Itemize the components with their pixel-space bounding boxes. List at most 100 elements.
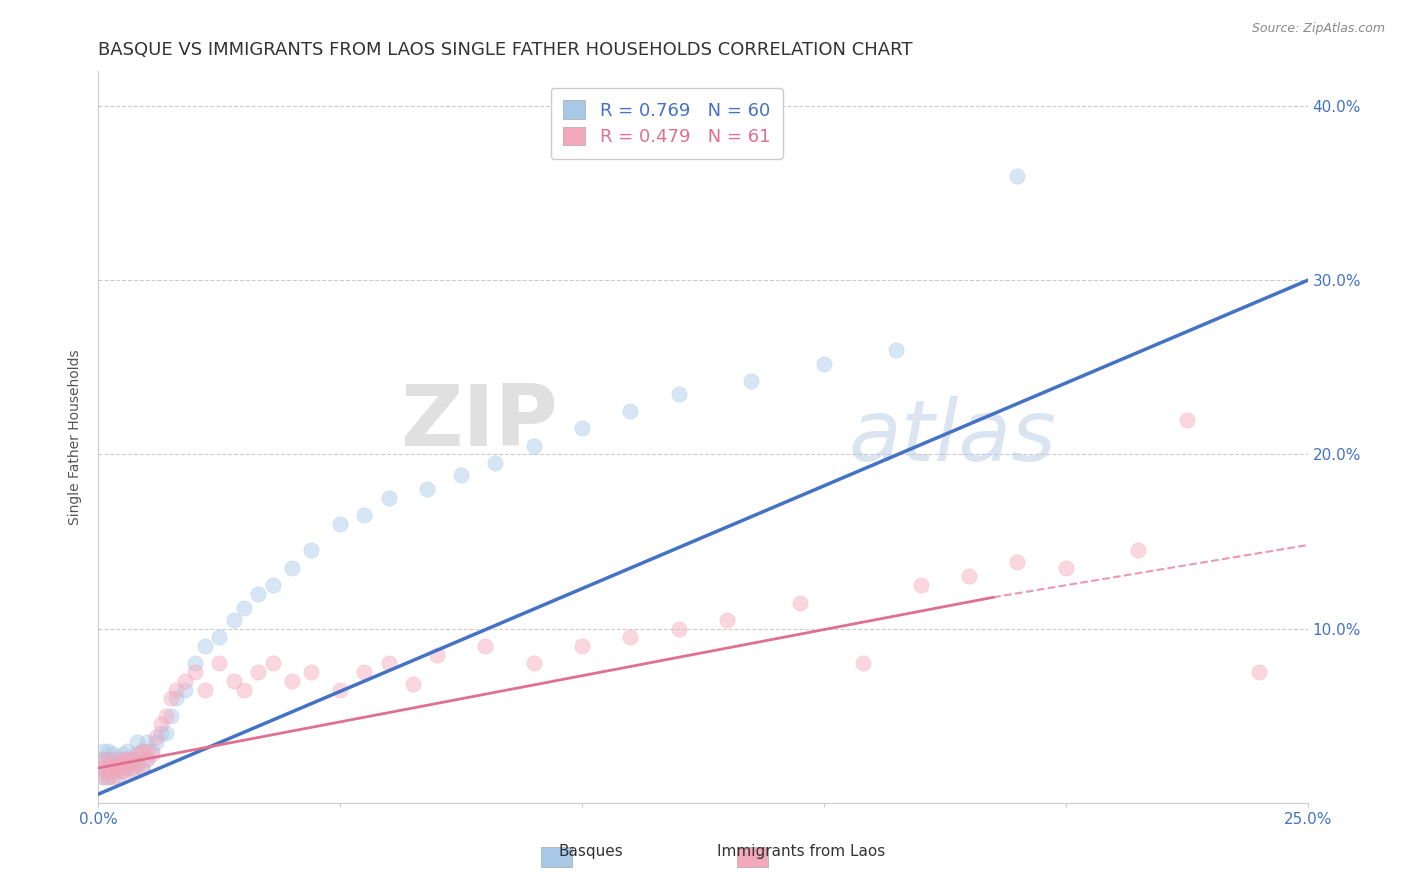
Point	[1007, 169, 1029, 183]
Point	[150, 717, 173, 731]
Point	[107, 752, 129, 766]
Point	[101, 764, 124, 779]
Point	[474, 639, 496, 653]
Point	[111, 764, 134, 779]
Point	[127, 747, 149, 761]
Point	[329, 682, 352, 697]
Point	[117, 752, 139, 766]
Point	[101, 761, 124, 775]
Point	[174, 673, 197, 688]
Point	[194, 682, 217, 697]
Point	[957, 569, 980, 583]
Point	[740, 375, 762, 389]
Point	[1175, 412, 1198, 426]
Point	[97, 770, 120, 784]
Point	[1007, 556, 1029, 570]
Point	[222, 673, 245, 688]
Point	[135, 752, 157, 766]
Point	[416, 483, 439, 497]
Point	[97, 764, 120, 779]
Point	[619, 631, 641, 645]
Point	[121, 764, 143, 779]
Text: ZIP: ZIP	[401, 381, 558, 464]
Point	[789, 595, 811, 609]
Point	[117, 752, 139, 766]
Point	[91, 743, 114, 757]
Point	[1128, 543, 1150, 558]
Point	[165, 691, 187, 706]
Point	[716, 613, 738, 627]
Point	[101, 752, 124, 766]
Point	[184, 665, 207, 680]
Point	[160, 708, 183, 723]
Point	[208, 657, 231, 671]
Point	[377, 657, 399, 671]
Point	[135, 735, 157, 749]
Text: atlas: atlas	[848, 395, 1056, 479]
Text: Basques: Basques	[558, 845, 623, 859]
Point	[111, 757, 134, 772]
Point	[262, 657, 284, 671]
Point	[1054, 560, 1077, 574]
Point	[299, 665, 322, 680]
Point	[247, 665, 270, 680]
Point	[571, 639, 593, 653]
Text: Immigrants from Laos: Immigrants from Laos	[717, 845, 886, 859]
Point	[484, 456, 506, 470]
Point	[155, 726, 177, 740]
Point	[281, 560, 304, 574]
Point	[91, 761, 114, 775]
Point	[107, 761, 129, 775]
Point	[91, 752, 114, 766]
Point	[97, 770, 120, 784]
Text: BASQUE VS IMMIGRANTS FROM LAOS SINGLE FATHER HOUSEHOLDS CORRELATION CHART: BASQUE VS IMMIGRANTS FROM LAOS SINGLE FA…	[98, 41, 912, 59]
Point	[165, 682, 187, 697]
Point	[353, 508, 375, 523]
Legend: R = 0.769   N = 60, R = 0.479   N = 61: R = 0.769 N = 60, R = 0.479 N = 61	[551, 87, 783, 159]
Point	[353, 665, 375, 680]
Point	[111, 757, 134, 772]
Point	[101, 770, 124, 784]
Point	[329, 517, 352, 532]
Point	[262, 578, 284, 592]
Point	[111, 752, 134, 766]
Point	[1249, 665, 1271, 680]
Point	[131, 761, 153, 775]
Point	[121, 752, 143, 766]
Point	[131, 743, 153, 757]
Point	[619, 404, 641, 418]
Point	[141, 743, 163, 757]
Point	[97, 743, 120, 757]
Point	[111, 764, 134, 779]
Point	[91, 770, 114, 784]
Y-axis label: Single Father Households: Single Father Households	[69, 350, 83, 524]
Point	[145, 735, 167, 749]
Point	[523, 657, 546, 671]
Point	[377, 491, 399, 505]
Point	[135, 743, 157, 757]
Point	[121, 752, 143, 766]
Point	[135, 752, 157, 766]
Point	[247, 587, 270, 601]
Point	[117, 761, 139, 775]
Point	[131, 743, 153, 757]
Point	[571, 421, 593, 435]
Point	[852, 657, 875, 671]
Text: Source: ZipAtlas.com: Source: ZipAtlas.com	[1251, 22, 1385, 36]
Point	[127, 757, 149, 772]
Point	[111, 747, 134, 761]
Point	[150, 726, 173, 740]
Point	[299, 543, 322, 558]
Point	[668, 622, 690, 636]
Point	[107, 761, 129, 775]
Point	[97, 764, 120, 779]
Point	[101, 757, 124, 772]
Point	[131, 761, 153, 775]
Point	[107, 757, 129, 772]
Point	[813, 357, 835, 371]
Point	[426, 648, 449, 662]
Point	[208, 631, 231, 645]
Point	[910, 578, 932, 592]
Point	[127, 747, 149, 761]
Point	[450, 468, 472, 483]
